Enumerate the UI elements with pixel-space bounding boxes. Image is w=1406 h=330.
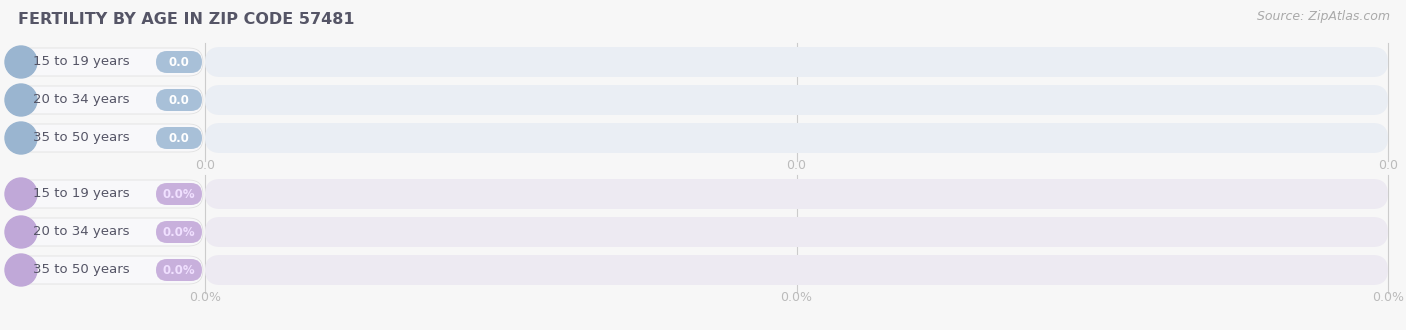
FancyBboxPatch shape [156, 89, 202, 111]
FancyBboxPatch shape [8, 124, 202, 152]
FancyBboxPatch shape [8, 86, 202, 114]
FancyBboxPatch shape [156, 127, 202, 149]
FancyBboxPatch shape [156, 221, 202, 243]
Circle shape [6, 178, 37, 210]
Text: 0.0: 0.0 [169, 131, 190, 145]
Circle shape [6, 216, 37, 248]
Text: 20 to 34 years: 20 to 34 years [34, 93, 129, 107]
FancyBboxPatch shape [205, 255, 1388, 285]
Text: 35 to 50 years: 35 to 50 years [34, 263, 129, 277]
Circle shape [6, 122, 37, 154]
Text: 15 to 19 years: 15 to 19 years [34, 55, 129, 69]
FancyBboxPatch shape [8, 48, 202, 76]
Text: FERTILITY BY AGE IN ZIP CODE 57481: FERTILITY BY AGE IN ZIP CODE 57481 [18, 12, 354, 27]
Text: 0.0%: 0.0% [1372, 291, 1405, 304]
FancyBboxPatch shape [156, 51, 202, 73]
FancyBboxPatch shape [8, 180, 202, 208]
Text: 0.0: 0.0 [1378, 159, 1398, 172]
Text: 0.0%: 0.0% [188, 291, 221, 304]
FancyBboxPatch shape [156, 183, 202, 205]
Text: 0.0%: 0.0% [163, 187, 195, 201]
Text: 0.0%: 0.0% [163, 263, 195, 277]
Text: 15 to 19 years: 15 to 19 years [34, 187, 129, 201]
FancyBboxPatch shape [205, 123, 1388, 153]
Text: 35 to 50 years: 35 to 50 years [34, 131, 129, 145]
FancyBboxPatch shape [8, 218, 202, 246]
Text: 20 to 34 years: 20 to 34 years [34, 225, 129, 239]
Text: 0.0: 0.0 [169, 55, 190, 69]
Circle shape [6, 254, 37, 286]
Text: 0.0%: 0.0% [780, 291, 813, 304]
FancyBboxPatch shape [205, 85, 1388, 115]
FancyBboxPatch shape [205, 47, 1388, 77]
Text: 0.0: 0.0 [786, 159, 807, 172]
Circle shape [6, 84, 37, 116]
Text: 0.0: 0.0 [195, 159, 215, 172]
FancyBboxPatch shape [156, 259, 202, 281]
Text: Source: ZipAtlas.com: Source: ZipAtlas.com [1257, 10, 1391, 23]
FancyBboxPatch shape [8, 256, 202, 284]
Text: 0.0%: 0.0% [163, 225, 195, 239]
Text: 0.0: 0.0 [169, 93, 190, 107]
FancyBboxPatch shape [205, 179, 1388, 209]
FancyBboxPatch shape [205, 217, 1388, 247]
Circle shape [6, 46, 37, 78]
